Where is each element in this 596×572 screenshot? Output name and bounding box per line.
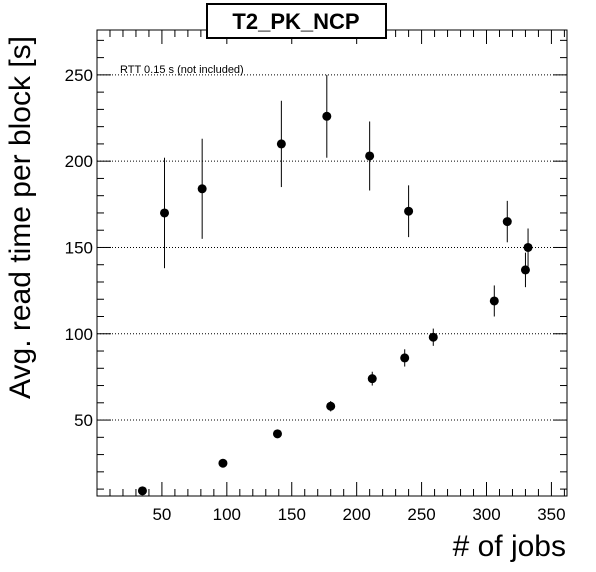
data-point [137, 486, 147, 496]
data-point [160, 208, 170, 218]
y-tick-label: 200 [65, 152, 93, 171]
y-tick-label: 150 [65, 238, 93, 257]
ticks [97, 30, 567, 496]
data-point [272, 429, 282, 439]
data-point [400, 353, 410, 363]
data-point [322, 111, 332, 121]
title-box [206, 3, 387, 39]
chart-title: T2_PK_NCP [232, 9, 359, 34]
y-tick-label: 50 [74, 411, 93, 430]
x-tick-label: 50 [152, 505, 171, 524]
data-point [502, 217, 512, 227]
x-tick-label: 150 [278, 505, 306, 524]
data-points [137, 111, 533, 496]
data-point [197, 184, 207, 194]
y-tick-label: 250 [65, 66, 93, 85]
x-tick-label: 250 [407, 505, 435, 524]
data-point [520, 265, 530, 275]
y-tick-label: 100 [65, 325, 93, 344]
data-point [365, 151, 375, 161]
data-point [428, 332, 438, 342]
annotation-text: RTT 0.15 s (not included) [120, 64, 244, 76]
data-point [326, 401, 336, 411]
data-point [523, 242, 533, 252]
x-tick-label: 100 [213, 505, 241, 524]
tick-labels: 50 100 150 200 250 50 100 150 200 250 300 350 [65, 66, 566, 524]
x-axis-title: # of jobs [453, 530, 566, 563]
x-tick-label: 200 [342, 505, 370, 524]
data-point [404, 206, 414, 216]
data-point [276, 139, 286, 149]
data-point [489, 296, 499, 306]
x-tick-label: 350 [537, 505, 565, 524]
data-point [218, 458, 228, 468]
plot-frame [96, 29, 568, 497]
y-axis-title: Avg. read time per block [s] [4, 36, 37, 399]
data-point [367, 374, 377, 384]
grid [97, 74, 567, 421]
error-bars [164, 74, 529, 412]
x-tick-label: 300 [472, 505, 500, 524]
